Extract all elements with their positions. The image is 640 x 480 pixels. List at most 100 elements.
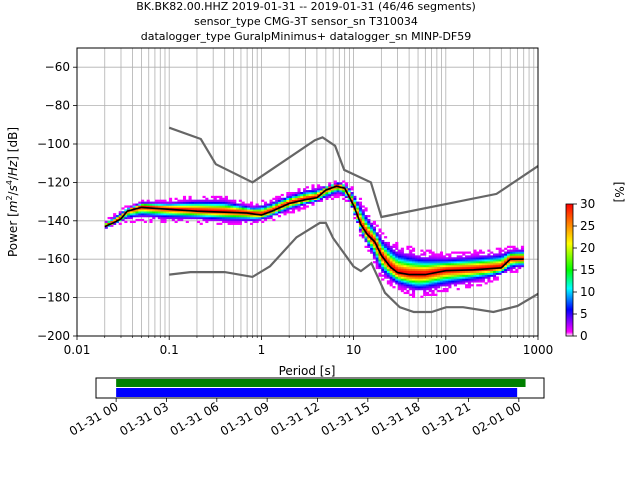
histogram-cell — [428, 278, 432, 281]
histogram-cell — [445, 266, 449, 270]
histogram-cell — [437, 274, 441, 277]
histogram-cell — [479, 278, 483, 281]
histogram-cell — [384, 272, 388, 275]
histogram-cell — [431, 274, 435, 277]
histogram-cell — [423, 264, 427, 268]
histogram-cell — [115, 220, 120, 224]
histogram-cell — [509, 257, 513, 260]
histogram-cell — [414, 257, 418, 260]
x-tick-label: 1 — [258, 343, 266, 357]
histogram-cell — [196, 201, 201, 204]
histogram-cell — [395, 259, 399, 262]
histogram-cell — [303, 195, 307, 199]
histogram-cell — [389, 272, 393, 275]
x-tick-label: 100 — [434, 343, 457, 357]
histogram-cell — [118, 215, 122, 218]
histogram-cell — [442, 266, 446, 270]
histogram-cell — [470, 272, 474, 275]
histogram-cell — [445, 253, 449, 256]
histogram-cell — [124, 209, 128, 212]
histogram-cell — [263, 216, 268, 220]
histogram-cell — [219, 197, 223, 200]
histogram-cell — [177, 205, 181, 208]
histogram-cell — [512, 270, 516, 273]
histogram-cell — [451, 259, 455, 262]
histogram-cell — [445, 278, 449, 281]
histogram-cell — [398, 284, 402, 287]
histogram-cell — [403, 278, 407, 281]
histogram-cell — [406, 247, 410, 250]
histogram-cell — [498, 264, 502, 268]
histogram-cell — [372, 251, 376, 254]
histogram-cell — [409, 261, 413, 264]
histogram-cell — [487, 255, 491, 258]
histogram-cell — [202, 207, 206, 210]
histogram-cell — [314, 199, 318, 202]
histogram-cell — [314, 188, 318, 191]
histogram-cell — [213, 218, 217, 222]
histogram-cell — [403, 255, 407, 258]
histogram-cell — [266, 203, 270, 206]
histogram-cell — [227, 218, 231, 222]
histogram-cell — [149, 209, 153, 212]
histogram-cell — [411, 247, 416, 250]
histogram-cell — [224, 207, 228, 210]
histogram-cell — [146, 201, 150, 204]
histogram-cell — [364, 228, 368, 231]
histogram-cell — [238, 213, 242, 216]
histogram-cell — [121, 218, 125, 222]
histogram-cell — [155, 215, 159, 218]
histogram-cell — [456, 266, 460, 270]
histogram-cell — [210, 205, 214, 208]
histogram-cell — [389, 282, 393, 285]
histogram-cell — [462, 282, 466, 285]
histogram-cell — [174, 197, 178, 200]
histogram-cell — [411, 272, 416, 275]
histogram-cell — [473, 270, 477, 273]
histogram-cell — [224, 215, 228, 218]
histogram-cell — [509, 268, 513, 272]
histogram-cell — [263, 211, 268, 214]
histogram-cell — [389, 270, 393, 273]
histogram-cell — [518, 261, 522, 264]
histogram-cell — [398, 259, 402, 262]
histogram-cell — [375, 238, 379, 241]
histogram-cell — [476, 261, 480, 264]
histogram-cell — [451, 280, 455, 283]
histogram-cell — [501, 270, 505, 273]
histogram-cell — [487, 263, 491, 266]
histogram-cell — [389, 278, 393, 281]
histogram-cell — [286, 211, 290, 214]
histogram-cell — [400, 263, 404, 266]
timeline-tick-label: 01-31 06 — [168, 399, 222, 438]
histogram-cell — [305, 201, 309, 204]
histogram-cell — [367, 245, 371, 248]
histogram-cell — [283, 199, 287, 202]
histogram-cell — [303, 207, 307, 210]
histogram-cell — [241, 201, 245, 204]
histogram-cell — [372, 241, 376, 245]
histogram-cell — [358, 209, 363, 212]
histogram-cell — [180, 201, 184, 204]
histogram-cell — [492, 257, 497, 260]
histogram-cell — [509, 255, 513, 258]
histogram-cell — [283, 209, 287, 212]
histogram-cell — [311, 203, 315, 206]
histogram-cell — [465, 276, 469, 279]
histogram-cell — [143, 215, 147, 218]
noise-model-lower-line — [169, 221, 538, 314]
histogram-cell — [386, 261, 390, 264]
histogram-cell — [395, 253, 399, 256]
histogram-cell — [417, 284, 421, 287]
histogram-cell — [425, 288, 430, 291]
histogram-cell — [339, 190, 343, 193]
histogram-cell — [431, 276, 435, 279]
histogram-cell — [314, 190, 318, 193]
histogram-cell — [333, 190, 337, 193]
histogram-cell — [247, 211, 251, 214]
histogram-cell — [194, 199, 198, 202]
histogram-cell — [289, 192, 293, 195]
y-tick-label: −120 — [37, 175, 70, 189]
histogram-cell — [277, 195, 282, 199]
histogram-cell — [141, 213, 145, 216]
